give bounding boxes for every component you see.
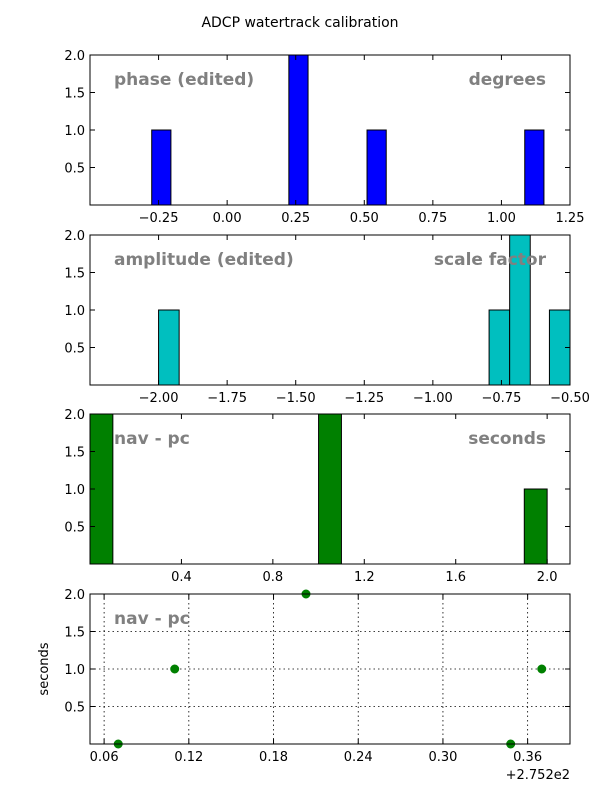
panel-right-label: scale factor bbox=[434, 250, 547, 270]
x-tick-label: −1.50 bbox=[276, 391, 316, 406]
histogram-bar bbox=[488, 309, 511, 386]
panel-left-label: nav - pc bbox=[114, 429, 190, 449]
x-tick-label: 0.30 bbox=[428, 750, 457, 765]
x-tick-label: 0.36 bbox=[513, 750, 542, 765]
y-tick-label: 1.5 bbox=[64, 626, 85, 641]
y-tick-label: 1.0 bbox=[64, 483, 85, 498]
y-tick-label: 2.0 bbox=[64, 408, 85, 423]
y-tick-label: 1.0 bbox=[64, 663, 85, 678]
histogram-bar bbox=[158, 309, 180, 386]
panel-left-label: phase (edited) bbox=[114, 70, 254, 90]
x-offset-text: +2.752e2 bbox=[506, 768, 570, 783]
x-tick-label: 0.75 bbox=[418, 211, 447, 226]
amplitude-histogram-panel: −2.00 −1.75 −1.50 −1.25 −1.00 −0.75 −0.50 0.5 1.… bbox=[64, 229, 590, 406]
x-tick-label: 1.6 bbox=[445, 570, 466, 585]
histogram-bar bbox=[288, 54, 309, 206]
x-tick-label: 0.24 bbox=[344, 750, 373, 765]
y-tick-label: 1.5 bbox=[64, 87, 85, 102]
x-tick-label: 0.25 bbox=[281, 211, 310, 226]
x-tick-label: 0.18 bbox=[259, 750, 288, 765]
x-tick-label: 2.0 bbox=[537, 570, 558, 585]
y-tick-label: 2.0 bbox=[64, 229, 85, 244]
x-tick-label: −1.75 bbox=[207, 391, 247, 406]
panel-left-label: nav - pc bbox=[114, 609, 190, 629]
histogram-bar bbox=[366, 129, 387, 206]
panel-right-label: seconds bbox=[468, 429, 546, 449]
y-tick-label: 1.5 bbox=[64, 267, 85, 282]
y-axis-label: seconds bbox=[37, 642, 52, 695]
scatter-point bbox=[170, 664, 180, 674]
y-tick-label: 0.5 bbox=[64, 162, 85, 177]
nav-pc-histogram-panel: 0.4 0.8 1.2 1.6 2.0 0.5 1.0 1.5 2.0 nav - pc secon… bbox=[64, 408, 571, 585]
y-tick-label: 0.5 bbox=[64, 701, 85, 716]
x-tick-label: −0.75 bbox=[482, 391, 522, 406]
x-tick-label: 0.50 bbox=[350, 211, 379, 226]
x-tick-label: 0.06 bbox=[90, 750, 119, 765]
histogram-bar bbox=[151, 129, 172, 206]
x-tick-label: 0.12 bbox=[174, 750, 203, 765]
y-tick-label: 2.0 bbox=[64, 588, 85, 603]
panel-left-label: amplitude (edited) bbox=[114, 250, 294, 270]
x-tick-label: −0.25 bbox=[139, 211, 179, 226]
y-tick-label: 2.0 bbox=[64, 49, 85, 64]
y-tick-label: 1.5 bbox=[64, 446, 85, 461]
x-tick-label: 1.00 bbox=[487, 211, 516, 226]
panel-right-label: degrees bbox=[469, 70, 546, 90]
y-tick-label: 1.0 bbox=[64, 304, 85, 319]
x-tick-label: −1.25 bbox=[344, 391, 384, 406]
x-tick-label: 0.4 bbox=[171, 570, 192, 585]
x-tick-label: −2.00 bbox=[139, 391, 179, 406]
y-tick-label: 1.0 bbox=[64, 124, 85, 139]
x-tick-label: −1.00 bbox=[413, 391, 453, 406]
nav-pc-scatter-panel: 0.06 0.12 0.18 0.24 0.30 0.36 0.5 1.0 1.5 2.0 nav … bbox=[37, 588, 571, 765]
x-tick-label: 0.00 bbox=[213, 211, 242, 226]
histogram-bar bbox=[318, 413, 342, 565]
scatter-point bbox=[537, 664, 547, 674]
x-tick-label: 1.2 bbox=[354, 570, 375, 585]
figure-title: ADCP watertrack calibration bbox=[201, 15, 398, 31]
x-tick-label: 1.25 bbox=[556, 211, 585, 226]
phase-histogram-panel: −0.25 0.00 0.25 0.50 0.75 1.00 1.25 0.5 1.0 1.5 2.… bbox=[64, 49, 584, 226]
histogram-bar bbox=[524, 129, 545, 206]
y-tick-label: 0.5 bbox=[64, 342, 85, 357]
histogram-bar bbox=[523, 488, 548, 565]
y-tick-label: 0.5 bbox=[64, 521, 85, 536]
x-tick-label: 0.8 bbox=[263, 570, 284, 585]
x-tick-label: −0.50 bbox=[550, 391, 590, 406]
